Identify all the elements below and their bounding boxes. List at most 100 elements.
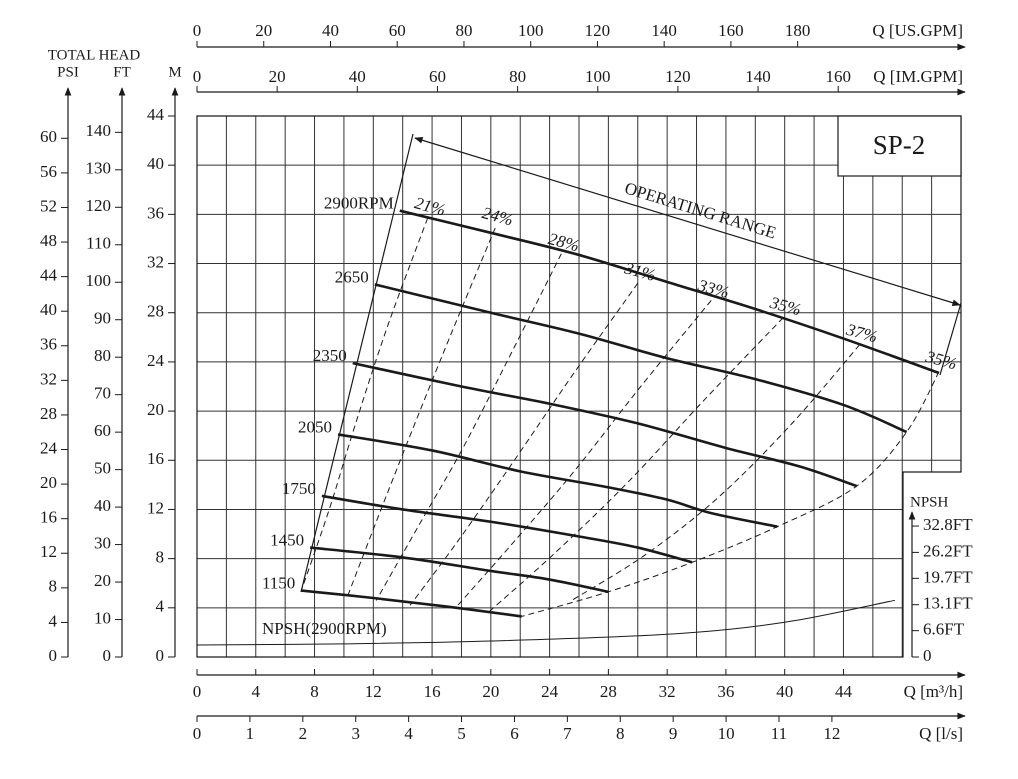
x-tick-label: 7 — [563, 724, 572, 743]
head-curve — [301, 589, 522, 618]
x-tick-label: 140 — [651, 21, 677, 40]
y-tick-label: 56 — [40, 162, 57, 181]
y-tick-label: 12 — [40, 542, 57, 561]
y-tick-label: 6.6FT — [923, 620, 965, 639]
x-tick-label: 5 — [457, 724, 466, 743]
y-tick-label: 20 — [147, 400, 164, 419]
x-tick-label: 12 — [365, 682, 382, 701]
head-curve — [337, 433, 778, 528]
x-tick-label: 20 — [482, 682, 499, 701]
y-tick-label: 32 — [40, 369, 57, 388]
x-tick-label: 0 — [193, 682, 202, 701]
x-tick-label: 160 — [825, 67, 851, 86]
y-tick-label: 13.1FT — [923, 594, 973, 613]
y-tick-label: 24 — [40, 438, 58, 457]
y-tick-label: 32.8FT — [923, 515, 973, 534]
x-tick-label: 3 — [351, 724, 360, 743]
y-tick-label: 32 — [147, 252, 164, 271]
efficiency-curve — [521, 371, 940, 617]
y-tick-label: 36 — [147, 203, 164, 222]
y-tick-label: 40 — [94, 496, 111, 515]
y-tick-label: 28 — [40, 404, 57, 423]
imgpm-label: Q [IM.GPM] — [873, 67, 963, 86]
efficiency-curve — [409, 282, 639, 606]
y-tick-label: 30 — [94, 533, 111, 552]
x-tick-label: 8 — [310, 682, 319, 701]
y-tick-label: 19.7FT — [923, 567, 973, 586]
efficiency-curve — [346, 227, 496, 599]
y-tick-label: 40 — [147, 154, 164, 173]
title-box — [837, 115, 962, 177]
x-tick-label: 40 — [322, 21, 339, 40]
head-curve — [399, 209, 940, 375]
y-tick-label: 20 — [94, 571, 111, 590]
efficiency-curve — [375, 253, 562, 601]
head-curve — [352, 361, 858, 488]
efficiency-label: 24% — [480, 203, 515, 229]
x-tick-label: 12 — [823, 724, 840, 743]
y-tick-label: 120 — [86, 196, 112, 215]
y-tick-label: 0 — [49, 646, 58, 665]
y-tick-label: 44 — [40, 266, 58, 285]
y-tick-label: 0 — [103, 646, 112, 665]
y-tick-label: 60 — [40, 127, 57, 146]
chart-title: SP-2 — [873, 130, 926, 160]
psi-label: PSI — [57, 64, 79, 80]
efficiency-curve — [489, 317, 784, 612]
x-tick-label: 36 — [717, 682, 734, 701]
series-label: 2900RPM — [324, 194, 394, 213]
efficiency-curve — [300, 217, 429, 591]
x-tick-label: 0 — [193, 724, 202, 743]
x-tick-label: 100 — [585, 67, 611, 86]
y-tick-label: 28 — [147, 302, 164, 321]
y-tick-label: 10 — [94, 608, 111, 627]
npsh-curve-label: NPSH(2900RPM) — [262, 619, 387, 638]
x-tick-label: 40 — [776, 682, 793, 701]
series-label: 1450 — [270, 530, 304, 549]
x-tick-label: 16 — [424, 682, 441, 701]
x-tick-label: 4 — [252, 682, 261, 701]
y-tick-label: 90 — [94, 309, 111, 328]
x-tick-label: 6 — [510, 724, 519, 743]
range-right — [939, 302, 962, 376]
head-curve — [321, 494, 693, 564]
x-tick-label: 44 — [835, 682, 853, 701]
efficiency-label: 37% — [844, 320, 880, 347]
x-tick-label: 120 — [585, 21, 611, 40]
y-tick-label: 26.2FT — [923, 541, 973, 560]
y-tick-label: 110 — [86, 234, 111, 253]
x-tick-label: 10 — [718, 724, 735, 743]
y-tick-label: 70 — [94, 384, 111, 403]
y-tick-label: 40 — [40, 300, 57, 319]
efficiency-curve — [455, 300, 712, 609]
y-tick-label: 52 — [40, 196, 57, 215]
y-tick-label: 80 — [94, 346, 111, 365]
x-tick-label: 0 — [193, 67, 202, 86]
x-tick-label: 80 — [509, 67, 526, 86]
x-tick-label: 2 — [299, 724, 308, 743]
x-tick-label: 1 — [246, 724, 255, 743]
y-tick-label: 100 — [86, 271, 112, 290]
x-tick-label: 4 — [404, 724, 413, 743]
y-tick-label: 50 — [94, 459, 111, 478]
y-tick-label: 44 — [147, 105, 165, 124]
ft-label: FT — [113, 64, 131, 80]
x-tick-label: 32 — [659, 682, 676, 701]
y-tick-label: 48 — [40, 231, 57, 250]
x-tick-label: 20 — [269, 67, 286, 86]
y-tick-label: 12 — [147, 498, 164, 517]
y-tick-label: 8 — [156, 548, 165, 567]
npsh-panel — [903, 472, 963, 659]
y-tick-label: 8 — [49, 577, 58, 596]
y-tick-label: 4 — [156, 597, 165, 616]
efficiency-curve — [571, 344, 861, 601]
head-curve — [309, 546, 609, 594]
y-tick-label: 20 — [40, 473, 57, 492]
series-label: 2650 — [335, 267, 369, 286]
m-label: M — [168, 64, 181, 80]
grid — [196, 115, 961, 658]
m3h-label: Q [m³/h] — [904, 682, 963, 701]
y-tick-label: 0 — [923, 646, 932, 665]
series-label: 1750 — [282, 479, 316, 498]
